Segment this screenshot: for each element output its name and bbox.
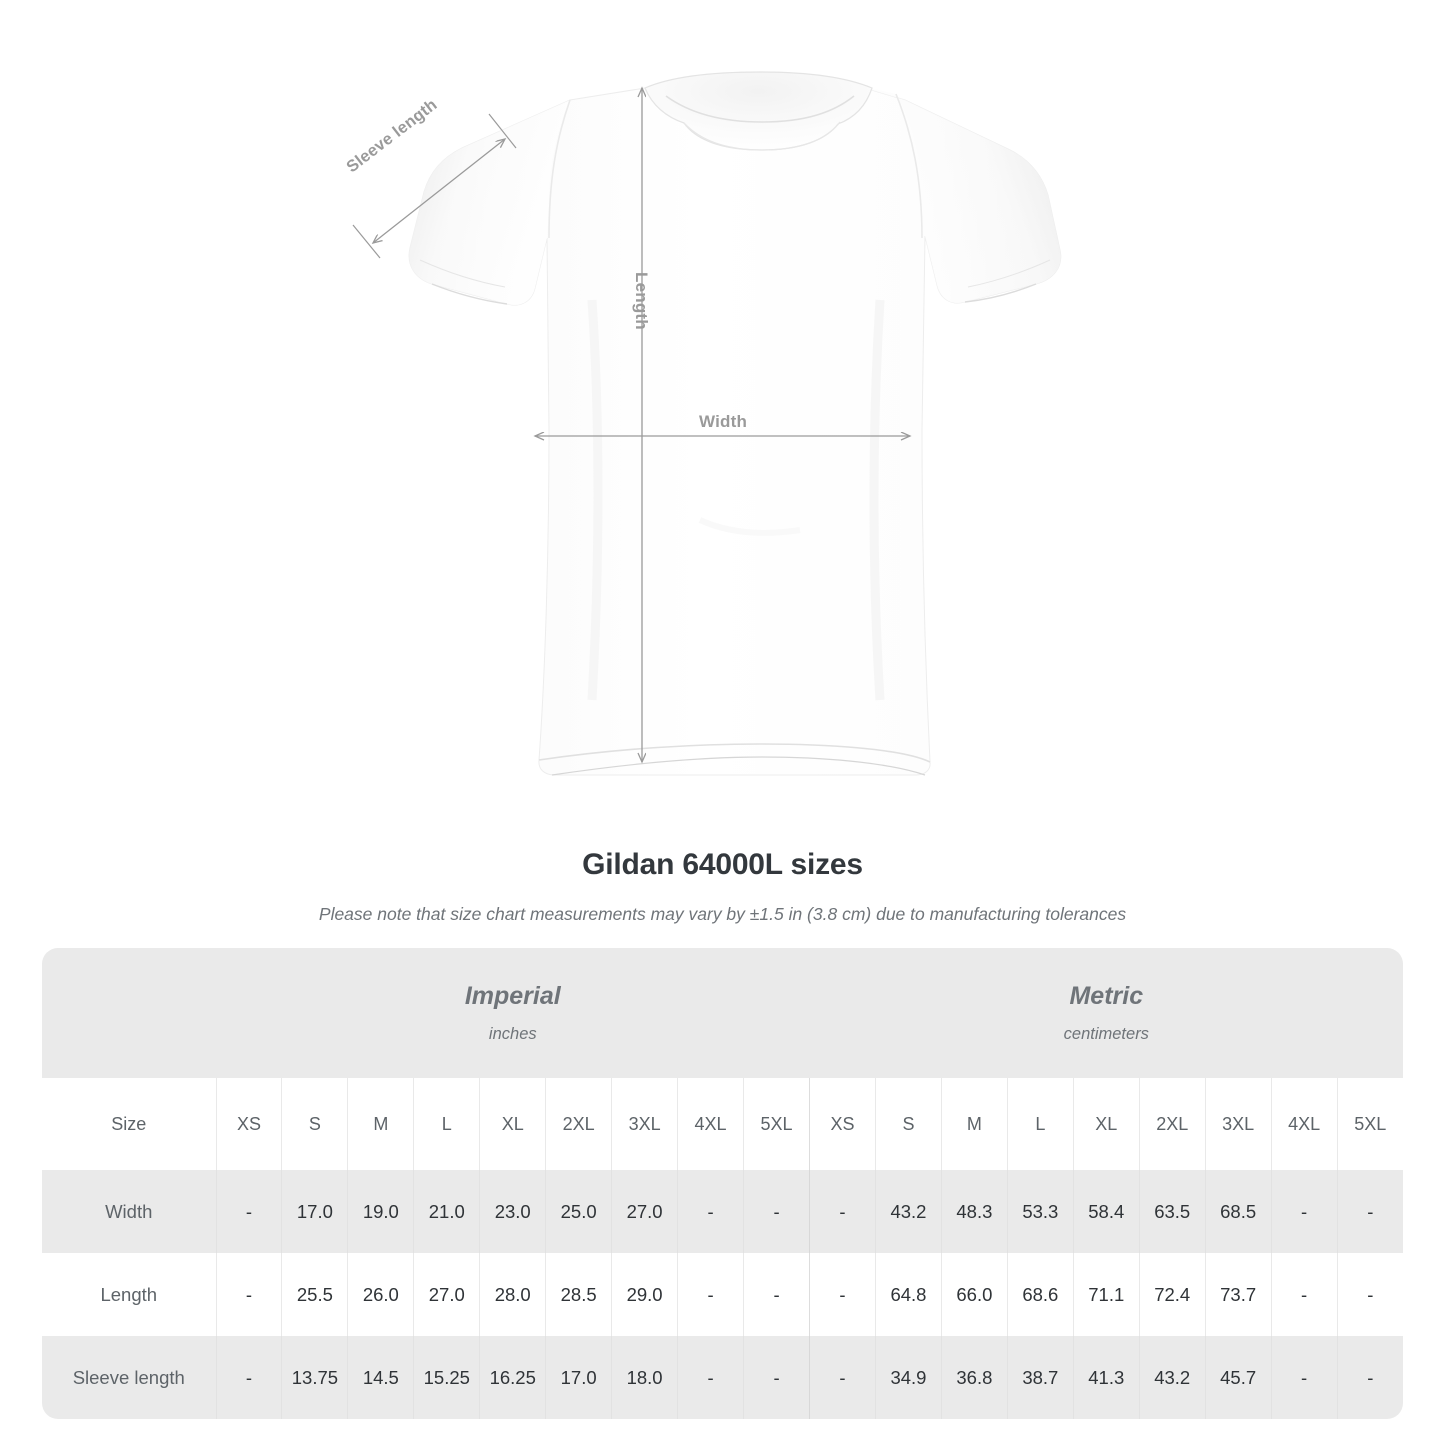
cell-sleeve-imperial-l: 15.25 [413,1336,481,1419]
cell-sleeve-metric-s: 34.9 [875,1336,942,1419]
cell-length-metric-2xl: 72.4 [1139,1253,1206,1336]
cell-sleeve-imperial-m: 14.5 [347,1336,415,1419]
cell-width-metric-5xl: - [1337,1170,1404,1253]
size-chart-table: Imperial inches Metric centimeters Size … [42,948,1404,1419]
cell-width-metric-l: 53.3 [1007,1170,1074,1253]
measurement-lines [352,88,910,762]
cell-sleeve-metric-m: 36.8 [941,1336,1008,1419]
cell-width-metric-3xl: 68.5 [1205,1170,1272,1253]
unit-banner-row: Imperial inches Metric centimeters [42,948,1404,1078]
table-row: Length - 25.5 26.0 27.0 28.0 28.5 29.0 -… [42,1253,1404,1336]
size-header-imperial-l: L [413,1078,481,1170]
size-header-label: Size [42,1078,217,1170]
tshirt-illustration [352,71,1062,776]
size-header-imperial-s: S [281,1078,349,1170]
cell-width-imperial-3xl: 27.0 [611,1170,679,1253]
table-row: Sleeve length - 13.75 14.5 15.25 16.25 1… [42,1336,1404,1419]
cell-length-imperial-xl: 28.0 [479,1253,547,1336]
tolerance-note: Please note that size chart measurements… [318,904,1127,924]
garment-shape [408,71,1062,776]
row-label-length: Length [42,1253,217,1336]
size-header-metric-4xl: 4XL [1271,1078,1338,1170]
size-header-imperial-m: M [347,1078,415,1170]
imperial-sublabel: inches [488,1025,537,1043]
cell-length-imperial-2xl: 28.5 [545,1253,613,1336]
size-header-metric-s: S [875,1078,942,1170]
cell-length-imperial-xs: - [216,1253,283,1336]
cell-length-imperial-3xl: 29.0 [611,1253,679,1336]
cell-width-imperial-l: 21.0 [413,1170,481,1253]
cell-length-metric-5xl: - [1337,1253,1404,1336]
cell-length-imperial-m: 26.0 [347,1253,415,1336]
cell-width-metric-xl: 58.4 [1073,1170,1140,1253]
size-header-metric-l: L [1007,1078,1074,1170]
size-header-imperial-4xl: 4XL [677,1078,744,1170]
cell-sleeve-metric-3xl: 45.7 [1205,1336,1272,1419]
size-chart-table-wrapper: Imperial inches Metric centimeters Size … [42,948,1404,1419]
cell-sleeve-metric-5xl: - [1337,1336,1404,1419]
imperial-label: Imperial [464,982,561,1010]
cell-sleeve-imperial-2xl: 17.0 [545,1336,613,1419]
cell-width-imperial-2xl: 25.0 [545,1170,613,1253]
cell-length-imperial-s: 25.5 [281,1253,349,1336]
cell-sleeve-metric-xl: 41.3 [1073,1336,1140,1419]
cell-width-imperial-m: 19.0 [347,1170,415,1253]
cell-sleeve-metric-4xl: - [1271,1336,1338,1419]
size-header-row: Size XS S M L XL 2XL 3XL 4XL 5XL XS S M … [42,1078,1404,1170]
cell-length-metric-l: 68.6 [1007,1253,1074,1336]
page-title: Gildan 64000L sizes [582,848,863,881]
size-header-metric-xs: XS [809,1078,876,1170]
cell-width-imperial-xs: - [216,1170,283,1253]
cell-sleeve-imperial-xs: - [216,1336,283,1419]
cell-sleeve-imperial-5xl: - [743,1336,811,1419]
cell-sleeve-imperial-3xl: 18.0 [611,1336,679,1419]
imperial-banner-cell: Imperial inches [216,948,810,1078]
cell-width-metric-4xl: - [1271,1170,1338,1253]
size-header-imperial-xs: XS [216,1078,283,1170]
metric-banner-cell: Metric centimeters [809,948,1404,1078]
cell-width-imperial-xl: 23.0 [479,1170,547,1253]
size-header-metric-xl: XL [1073,1078,1140,1170]
size-header-imperial-2xl: 2XL [545,1078,613,1170]
length-dimension-label: Length [632,272,651,330]
cell-sleeve-metric-xs: - [809,1336,876,1419]
cell-width-metric-m: 48.3 [941,1170,1008,1253]
cell-length-metric-s: 64.8 [875,1253,942,1336]
cell-length-metric-3xl: 73.7 [1205,1253,1272,1336]
cell-length-imperial-5xl: - [743,1253,811,1336]
row-label-sleeve-length: Sleeve length [42,1336,217,1419]
tshirt-diagram: Sleeve length Length Width [343,71,1062,776]
metric-sublabel: centimeters [1063,1025,1149,1043]
cell-length-metric-xs: - [809,1253,876,1336]
row-label-width: Width [42,1170,217,1253]
title-block: Gildan 64000L sizes Please note that siz… [0,848,1445,925]
cell-length-metric-4xl: - [1271,1253,1338,1336]
table-row: Width - 17.0 19.0 21.0 23.0 25.0 27.0 - … [42,1170,1404,1253]
cell-width-metric-s: 43.2 [875,1170,942,1253]
size-header-metric-m: M [941,1078,1008,1170]
size-header-metric-3xl: 3XL [1205,1078,1272,1170]
cell-length-imperial-4xl: - [677,1253,744,1336]
cell-length-imperial-l: 27.0 [413,1253,481,1336]
cell-width-metric-2xl: 63.5 [1139,1170,1206,1253]
metric-label: Metric [1069,982,1144,1010]
cell-width-metric-xs: - [809,1170,876,1253]
cell-sleeve-imperial-xl: 16.25 [479,1336,547,1419]
cell-sleeve-metric-2xl: 43.2 [1139,1336,1206,1419]
cell-width-imperial-5xl: - [743,1170,811,1253]
cell-width-imperial-4xl: - [677,1170,744,1253]
size-header-imperial-5xl: 5XL [743,1078,811,1170]
size-header-imperial-xl: XL [479,1078,547,1170]
size-header-imperial-3xl: 3XL [611,1078,679,1170]
cell-sleeve-imperial-4xl: - [677,1336,744,1419]
cell-sleeve-imperial-s: 13.75 [281,1336,349,1419]
cell-length-metric-m: 66.0 [941,1253,1008,1336]
size-header-metric-2xl: 2XL [1139,1078,1206,1170]
cell-width-imperial-s: 17.0 [281,1170,349,1253]
size-header-metric-5xl: 5XL [1337,1078,1404,1170]
cell-sleeve-metric-l: 38.7 [1007,1336,1074,1419]
banner-spacer-cell [42,948,216,1078]
cell-length-metric-xl: 71.1 [1073,1253,1140,1336]
width-dimension-label: Width [699,412,748,431]
